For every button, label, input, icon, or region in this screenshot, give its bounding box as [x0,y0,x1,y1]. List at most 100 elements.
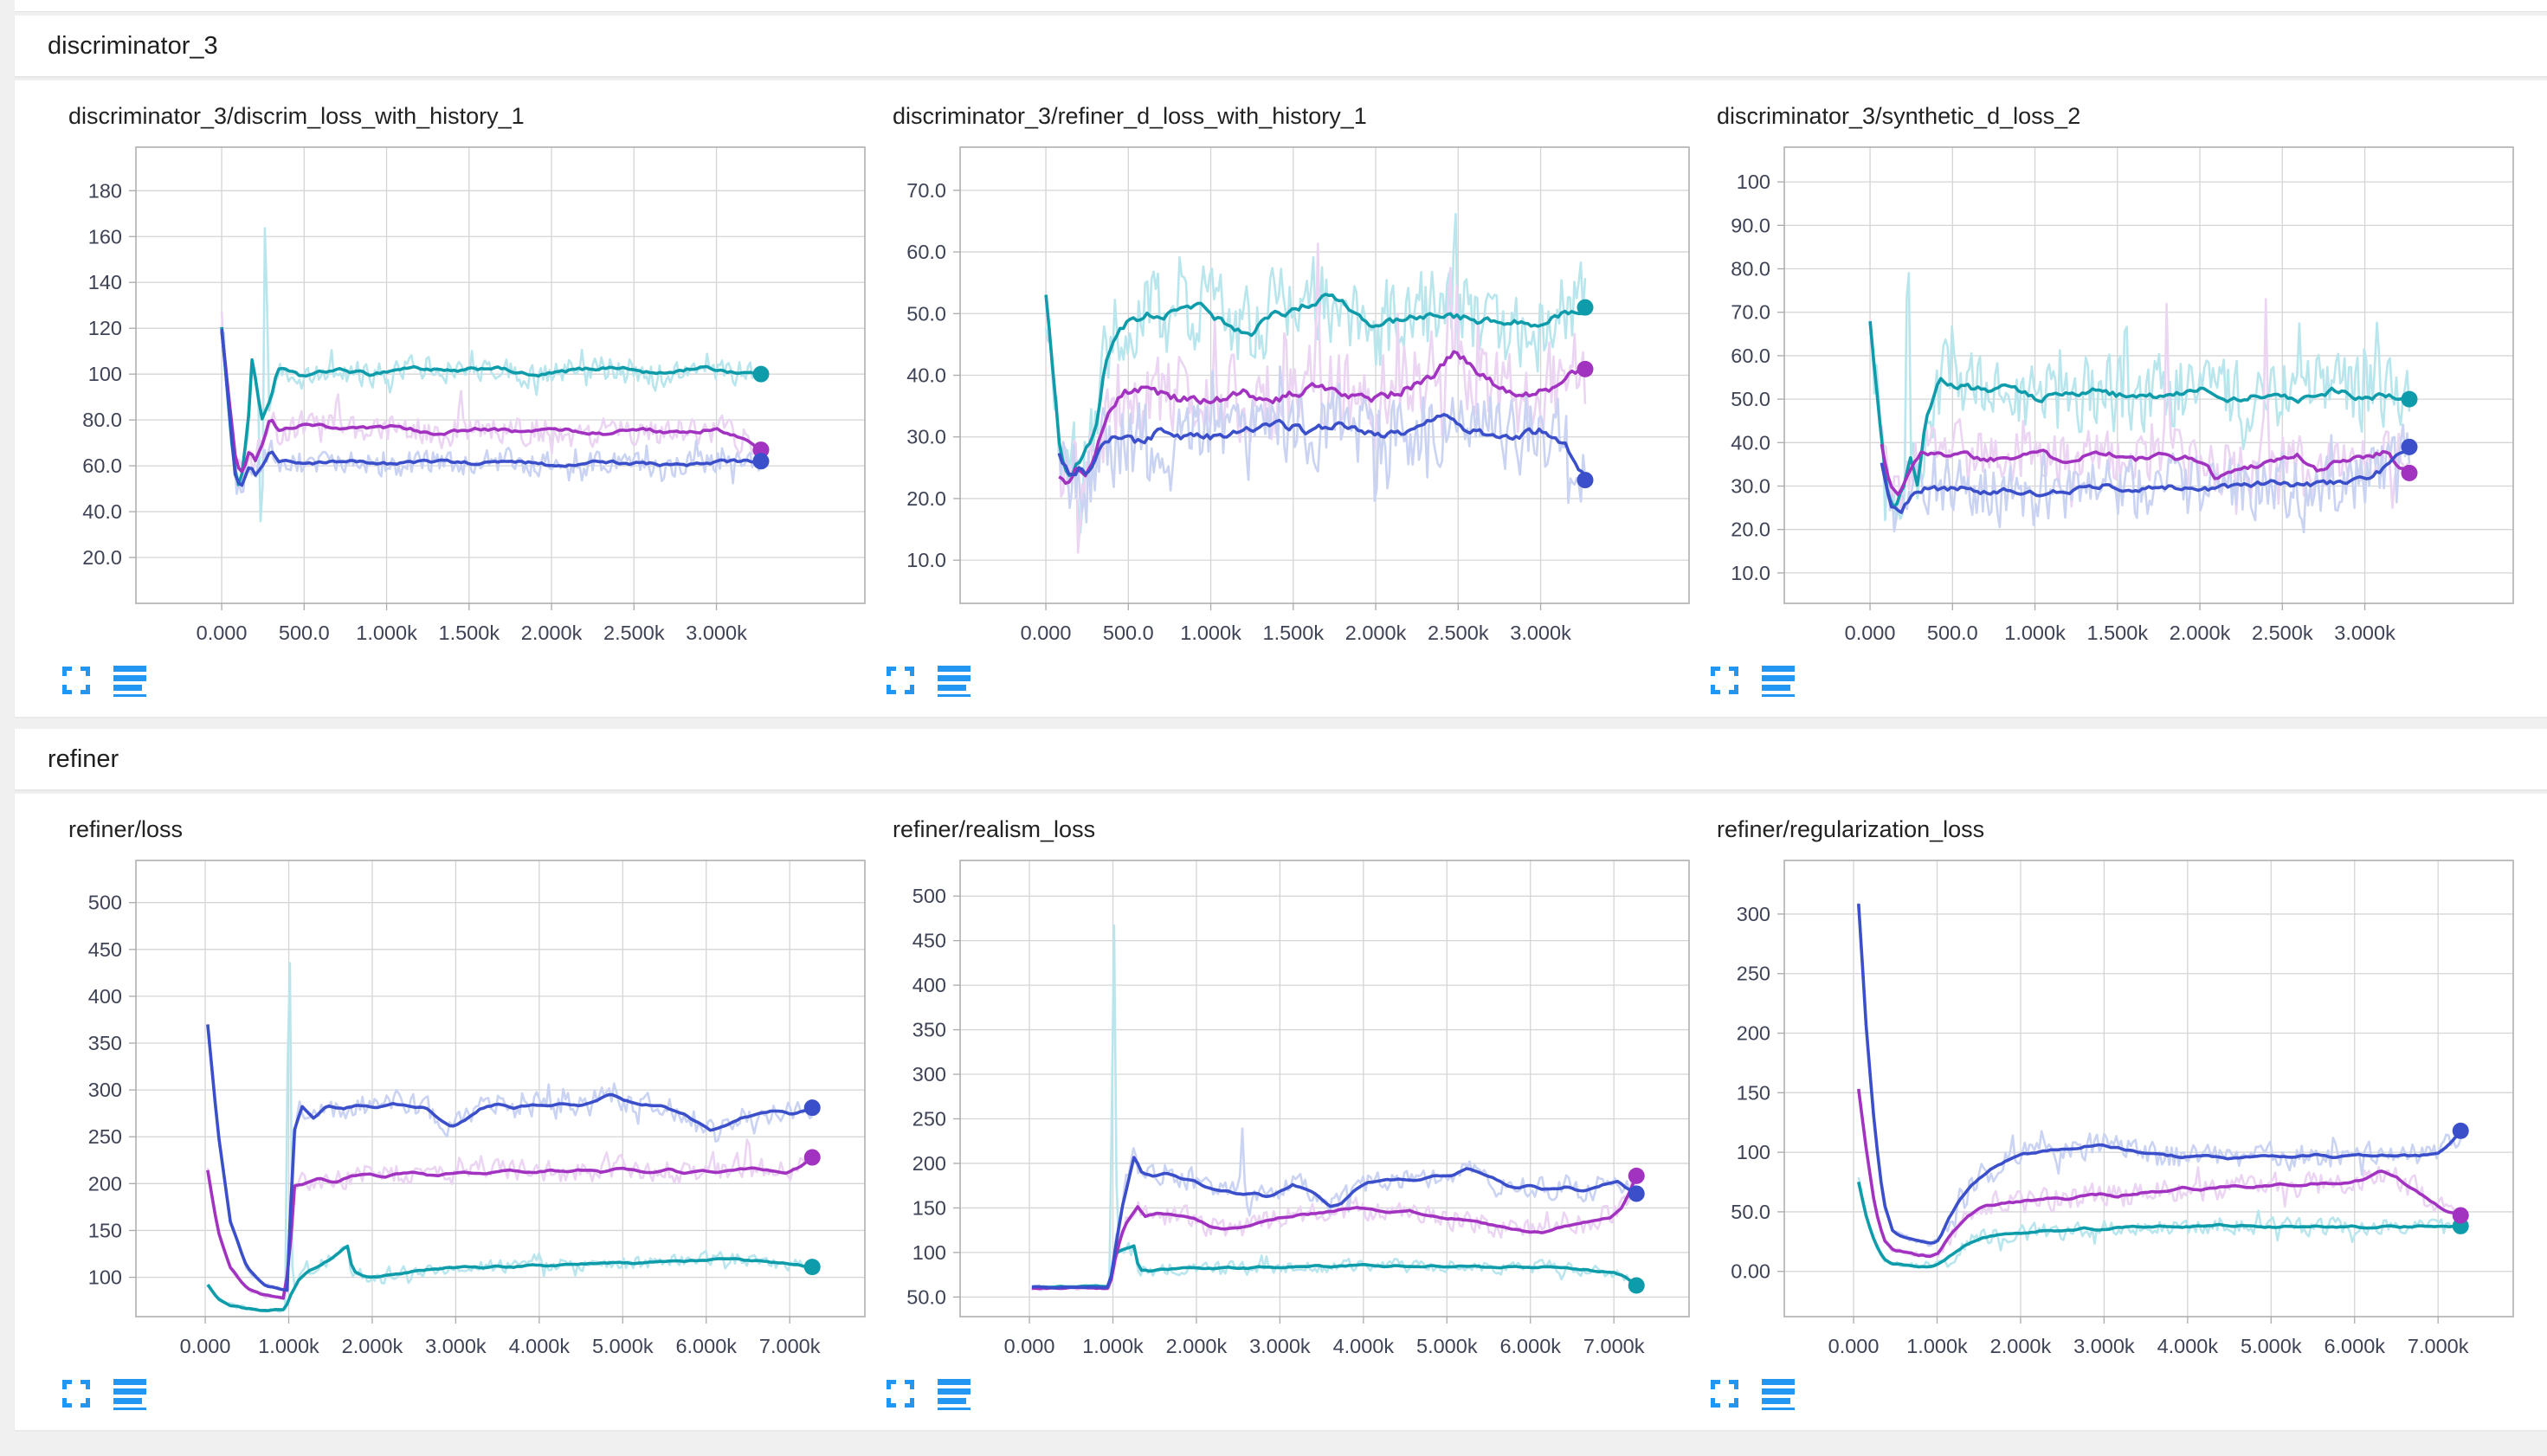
svg-text:3.000k: 3.000k [2334,622,2395,644]
run-selector-button[interactable] [1762,665,1795,698]
section-header-refiner[interactable]: refiner [15,729,2547,790]
line-chart[interactable]: 0.000 500.0 1.000k 1.500k 2.000k 2.500k 3.000k… [1698,140,2522,658]
expand-chart-button[interactable] [1710,1379,1739,1411]
svg-text:100: 100 [88,363,122,385]
svg-text:40.0: 40.0 [1731,431,1770,454]
scalars-dashboard: discriminator_3 discriminator_3/discrim_… [0,16,2547,1430]
svg-text:300: 300 [88,1079,122,1101]
svg-text:20.0: 20.0 [1731,519,1770,541]
svg-text:30.0: 30.0 [906,426,946,448]
svg-text:300: 300 [1737,903,1770,925]
svg-text:1.500k: 1.500k [439,622,500,644]
svg-text:250: 250 [912,1107,946,1130]
svg-text:40.0: 40.0 [906,364,946,387]
run-selector-icon [1762,1378,1795,1411]
svg-text:40.0: 40.0 [82,500,122,523]
svg-text:400: 400 [912,974,946,996]
svg-text:140: 140 [88,271,122,293]
svg-text:2.000k: 2.000k [342,1335,403,1357]
fullscreen-expand-icon [62,1379,90,1408]
svg-text:50.0: 50.0 [906,302,946,325]
expand-chart-button[interactable] [886,1379,915,1411]
svg-text:2.500k: 2.500k [603,622,665,644]
svg-text:100: 100 [1737,1141,1770,1163]
svg-text:0.000: 0.000 [1004,1335,1055,1357]
svg-text:200: 200 [912,1152,946,1175]
svg-text:500.0: 500.0 [279,622,330,644]
expand-chart-button[interactable] [886,666,915,698]
line-chart[interactable]: 0.000 1.000k 2.000k 3.000k 4.000k 5.000k 6.000… [1698,854,2522,1371]
svg-text:2.500k: 2.500k [1428,622,1489,644]
svg-text:500.0: 500.0 [1927,622,1978,644]
svg-text:2.000k: 2.000k [2170,622,2231,644]
run-selector-button[interactable] [113,665,146,698]
scalar-chart-card: discriminator_3/refiner_d_loss_with_hist… [874,103,1698,699]
run-selector-button[interactable] [938,1378,970,1411]
svg-text:50.0: 50.0 [906,1285,946,1308]
svg-text:3.000k: 3.000k [425,1335,487,1357]
line-chart[interactable]: 0.000 500.0 1.000k 1.500k 2.000k 2.500k 3.000k… [49,140,874,658]
svg-text:250: 250 [1737,963,1770,985]
svg-text:150: 150 [1737,1081,1770,1104]
section-card: discriminator_3/discrim_loss_with_histor… [15,81,2547,717]
svg-text:10.0: 10.0 [1731,562,1770,584]
svg-text:2.500k: 2.500k [2252,622,2313,644]
svg-text:150: 150 [912,1196,946,1219]
svg-text:5.000k: 5.000k [1416,1335,1478,1357]
svg-text:7.000k: 7.000k [1583,1335,1645,1357]
svg-text:2.000k: 2.000k [1345,622,1407,644]
svg-text:7.000k: 7.000k [759,1335,821,1357]
run-selector-button[interactable] [938,665,970,698]
run-selector-button[interactable] [1762,1378,1795,1411]
svg-text:3.000k: 3.000k [1249,1335,1311,1357]
run-selector-button[interactable] [113,1378,146,1411]
svg-text:200: 200 [1737,1022,1770,1045]
svg-text:1.000k: 1.000k [1082,1335,1144,1357]
scalar-chart-card: refiner/regularization_loss 0.000 1.000k 2… [1698,816,2522,1413]
svg-text:0.000: 0.000 [1828,1335,1880,1357]
svg-text:50.0: 50.0 [1731,388,1770,410]
svg-text:200: 200 [88,1172,122,1195]
svg-text:1.000k: 1.000k [1906,1335,1968,1357]
svg-text:70.0: 70.0 [906,179,946,202]
fullscreen-expand-icon [887,1379,914,1408]
svg-text:500.0: 500.0 [1103,622,1154,644]
svg-text:90.0: 90.0 [1731,214,1770,236]
section-header-discriminator_3[interactable]: discriminator_3 [15,16,2547,77]
line-chart[interactable]: 0.000 1.000k 2.000k 3.000k 4.000k 5.000k 6.000… [49,854,874,1371]
svg-text:1.000k: 1.000k [356,622,417,644]
fullscreen-expand-icon [62,666,90,694]
expand-chart-button[interactable] [61,1379,91,1411]
scalar-chart-card: refiner/loss 0.000 1.000k 2.000k 3.000k 4.00… [49,816,874,1413]
svg-text:500: 500 [912,885,946,907]
collapsed-card-edge [15,0,2547,12]
svg-text:20.0: 20.0 [82,546,122,569]
svg-text:180: 180 [88,179,122,202]
svg-text:60.0: 60.0 [1731,345,1770,367]
svg-text:7.000k: 7.000k [2408,1335,2469,1357]
expand-chart-button[interactable] [61,666,91,698]
svg-text:60.0: 60.0 [906,241,946,263]
svg-text:250: 250 [88,1125,122,1148]
line-chart[interactable]: 0.000 1.000k 2.000k 3.000k 4.000k 5.000k 6.000… [874,854,1698,1371]
line-chart[interactable]: 0.000 500.0 1.000k 1.500k 2.000k 2.500k 3.000k… [874,140,1698,658]
svg-text:500: 500 [88,892,122,914]
svg-text:150: 150 [88,1219,122,1241]
svg-text:70.0: 70.0 [1731,301,1770,324]
svg-text:0.000: 0.000 [197,622,248,644]
expand-chart-button[interactable] [1710,666,1739,698]
section-card: refiner/loss 0.000 1.000k 2.000k 3.000k 4.00… [15,794,2547,1430]
svg-text:60.0: 60.0 [82,454,122,477]
svg-text:1.000k: 1.000k [258,1335,319,1357]
svg-text:400: 400 [88,985,122,1008]
svg-text:3.000k: 3.000k [1510,622,1571,644]
svg-text:1.500k: 1.500k [1263,622,1325,644]
svg-text:6.000k: 6.000k [675,1335,737,1357]
svg-text:2.000k: 2.000k [521,622,583,644]
svg-text:6.000k: 6.000k [1499,1335,1561,1357]
chart-title: refiner/regularization_loss [1717,816,1985,842]
svg-text:2.000k: 2.000k [1990,1335,2052,1357]
svg-text:5.000k: 5.000k [592,1335,654,1357]
fullscreen-expand-icon [1711,1379,1738,1408]
svg-text:450: 450 [88,938,122,961]
